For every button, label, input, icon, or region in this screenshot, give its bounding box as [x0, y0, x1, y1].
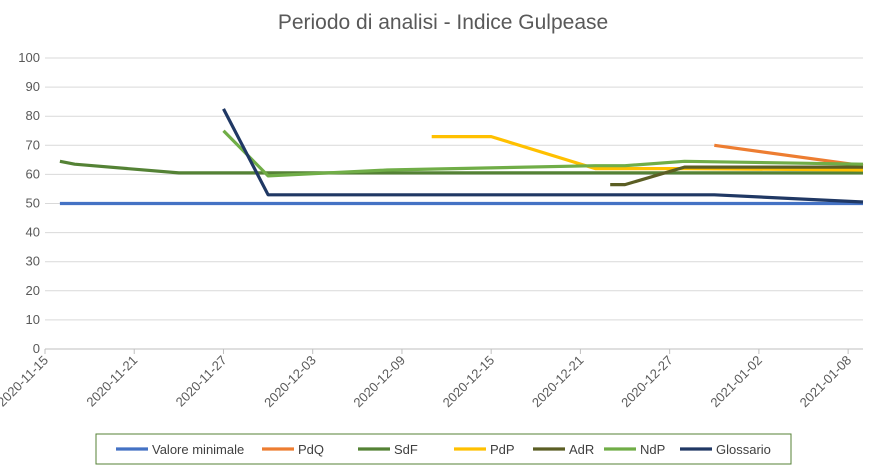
y-tick-label: 20: [26, 283, 40, 298]
y-tick-label: 60: [26, 166, 40, 181]
series-line-pdp: [431, 135, 864, 172]
legend-label: Glossario: [716, 442, 771, 457]
series-line-sdf: [59, 159, 863, 175]
legend: Valore minimale PdQ SdF PdP AdR NdP Glossario: [95, 433, 792, 465]
x-axis-ticks: 2020-11-15 2020-11-21 2020-11-27 2020-12-03…: [0, 349, 854, 410]
chart-title: Periodo di analisi - Indice Gulpease: [278, 11, 608, 34]
x-tick-label: 2021-01-08: [797, 353, 855, 411]
y-tick-label: 80: [26, 108, 40, 123]
y-tick-label: 10: [26, 312, 40, 327]
series-lines: [59, 108, 864, 206]
series-line-ndp: [222, 129, 864, 178]
x-tick-label: 2020-11-21: [83, 353, 140, 410]
legend-box: [95, 433, 792, 465]
series-line-adr: [610, 165, 863, 187]
x-tick-label: 2020-12-09: [350, 353, 408, 411]
series-line-glossario: [222, 108, 864, 204]
x-tick-label: 2020-11-27: [173, 353, 230, 410]
legend-label: SdF: [394, 442, 418, 457]
y-tick-label: 40: [26, 225, 40, 240]
x-tick-label: 2021-01-02: [707, 353, 765, 411]
x-tick-label: 2020-12-21: [529, 353, 587, 411]
legend-label: AdR: [569, 442, 594, 457]
y-tick-label: 50: [26, 196, 40, 211]
y-tick-label: 30: [26, 254, 40, 269]
x-tick-label: 2020-12-27: [618, 353, 676, 411]
legend-label: PdP: [490, 442, 515, 457]
legend-label: PdQ: [298, 442, 324, 457]
x-tick-label: 2020-11-15: [0, 353, 51, 410]
y-tick-label: 100: [18, 50, 40, 65]
y-tick-label: 0: [33, 341, 40, 356]
y-axis-ticks: 0 10 20 30 40 50 60 70 80 90 100: [18, 50, 40, 356]
legend-label: NdP: [640, 442, 665, 457]
x-tick-label: 2020-12-03: [261, 353, 319, 411]
legend-label: Valore minimale: [152, 442, 244, 457]
x-tick-label: 2020-12-15: [440, 353, 498, 411]
y-tick-label: 90: [26, 79, 40, 94]
y-tick-label: 70: [26, 137, 40, 152]
